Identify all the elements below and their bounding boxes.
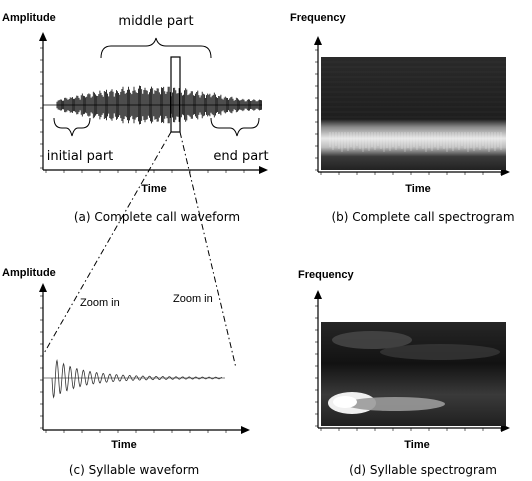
middle-part-label: middle part xyxy=(118,14,193,29)
panel-d-y-arrow xyxy=(314,290,322,299)
panel-c-x-label: Time xyxy=(111,439,136,451)
end-part-brace xyxy=(210,117,260,137)
panel-b-spectrogram: Frequency Time (b) Complete call spectro… xyxy=(290,12,515,224)
panel-d-peak xyxy=(333,396,357,408)
panel-d-y-label: Frequency xyxy=(298,269,355,281)
panel-c-y-arrow xyxy=(39,283,47,292)
panel-d-mid-band xyxy=(380,344,500,360)
middle-part-brace xyxy=(100,37,212,59)
panel-a-y-arrow xyxy=(39,32,47,41)
zoom-connector-right xyxy=(179,131,237,369)
panel-a-waveform-trace xyxy=(56,85,262,125)
panel-c-y-label: Amplitude xyxy=(2,267,56,279)
panel-a-x-arrow xyxy=(259,166,268,174)
panel-b-y-label: Frequency xyxy=(290,12,347,24)
waveform-strokes xyxy=(56,85,262,125)
panel-b-harmonic-stripes xyxy=(321,61,506,152)
panel-c-ticks xyxy=(40,295,227,433)
panel-a-x-label: Time xyxy=(141,183,166,195)
zoom-connector-left xyxy=(42,131,172,356)
initial-part-label: initial part xyxy=(47,149,114,164)
panel-a-y-label: Amplitude xyxy=(2,12,56,24)
panel-d-caption: (d) Syllable spectrogram xyxy=(349,463,497,477)
panel-d-ticks xyxy=(315,305,502,431)
panel-b-ticks xyxy=(315,49,502,175)
panel-d-tail-band xyxy=(345,397,445,411)
panel-a-zoom-box xyxy=(170,56,181,133)
panel-b-caption: (b) Complete call spectrogram xyxy=(331,210,514,224)
initial-part-brace xyxy=(53,117,91,137)
panel-a-waveform: Amplitude middle part initial part end p… xyxy=(2,12,269,224)
end-part-label: end part xyxy=(213,149,268,164)
panel-d-x-label: Time xyxy=(404,439,429,451)
panel-c-syllable-waveform: Amplitude Zoom in Zoom in Time (c) Sylla… xyxy=(2,267,250,477)
panel-c-decay-trace xyxy=(51,359,223,399)
panel-b-y-arrow xyxy=(314,36,322,45)
panel-b-x-label: Time xyxy=(405,183,430,195)
panel-a-caption: (a) Complete call waveform xyxy=(74,210,240,224)
zoom-in-left-label: Zoom in xyxy=(80,297,120,309)
panel-d-syllable-spectrogram: Frequency Time (d) Syllable spectrogram xyxy=(298,269,510,477)
panel-b-spectrogram-image xyxy=(321,57,506,170)
panel-c-x-arrow xyxy=(241,426,250,434)
panel-d-upper-band xyxy=(332,331,412,349)
zoom-in-right-label: Zoom in xyxy=(173,293,213,305)
panel-c-caption: (c) Syllable waveform xyxy=(69,463,199,477)
